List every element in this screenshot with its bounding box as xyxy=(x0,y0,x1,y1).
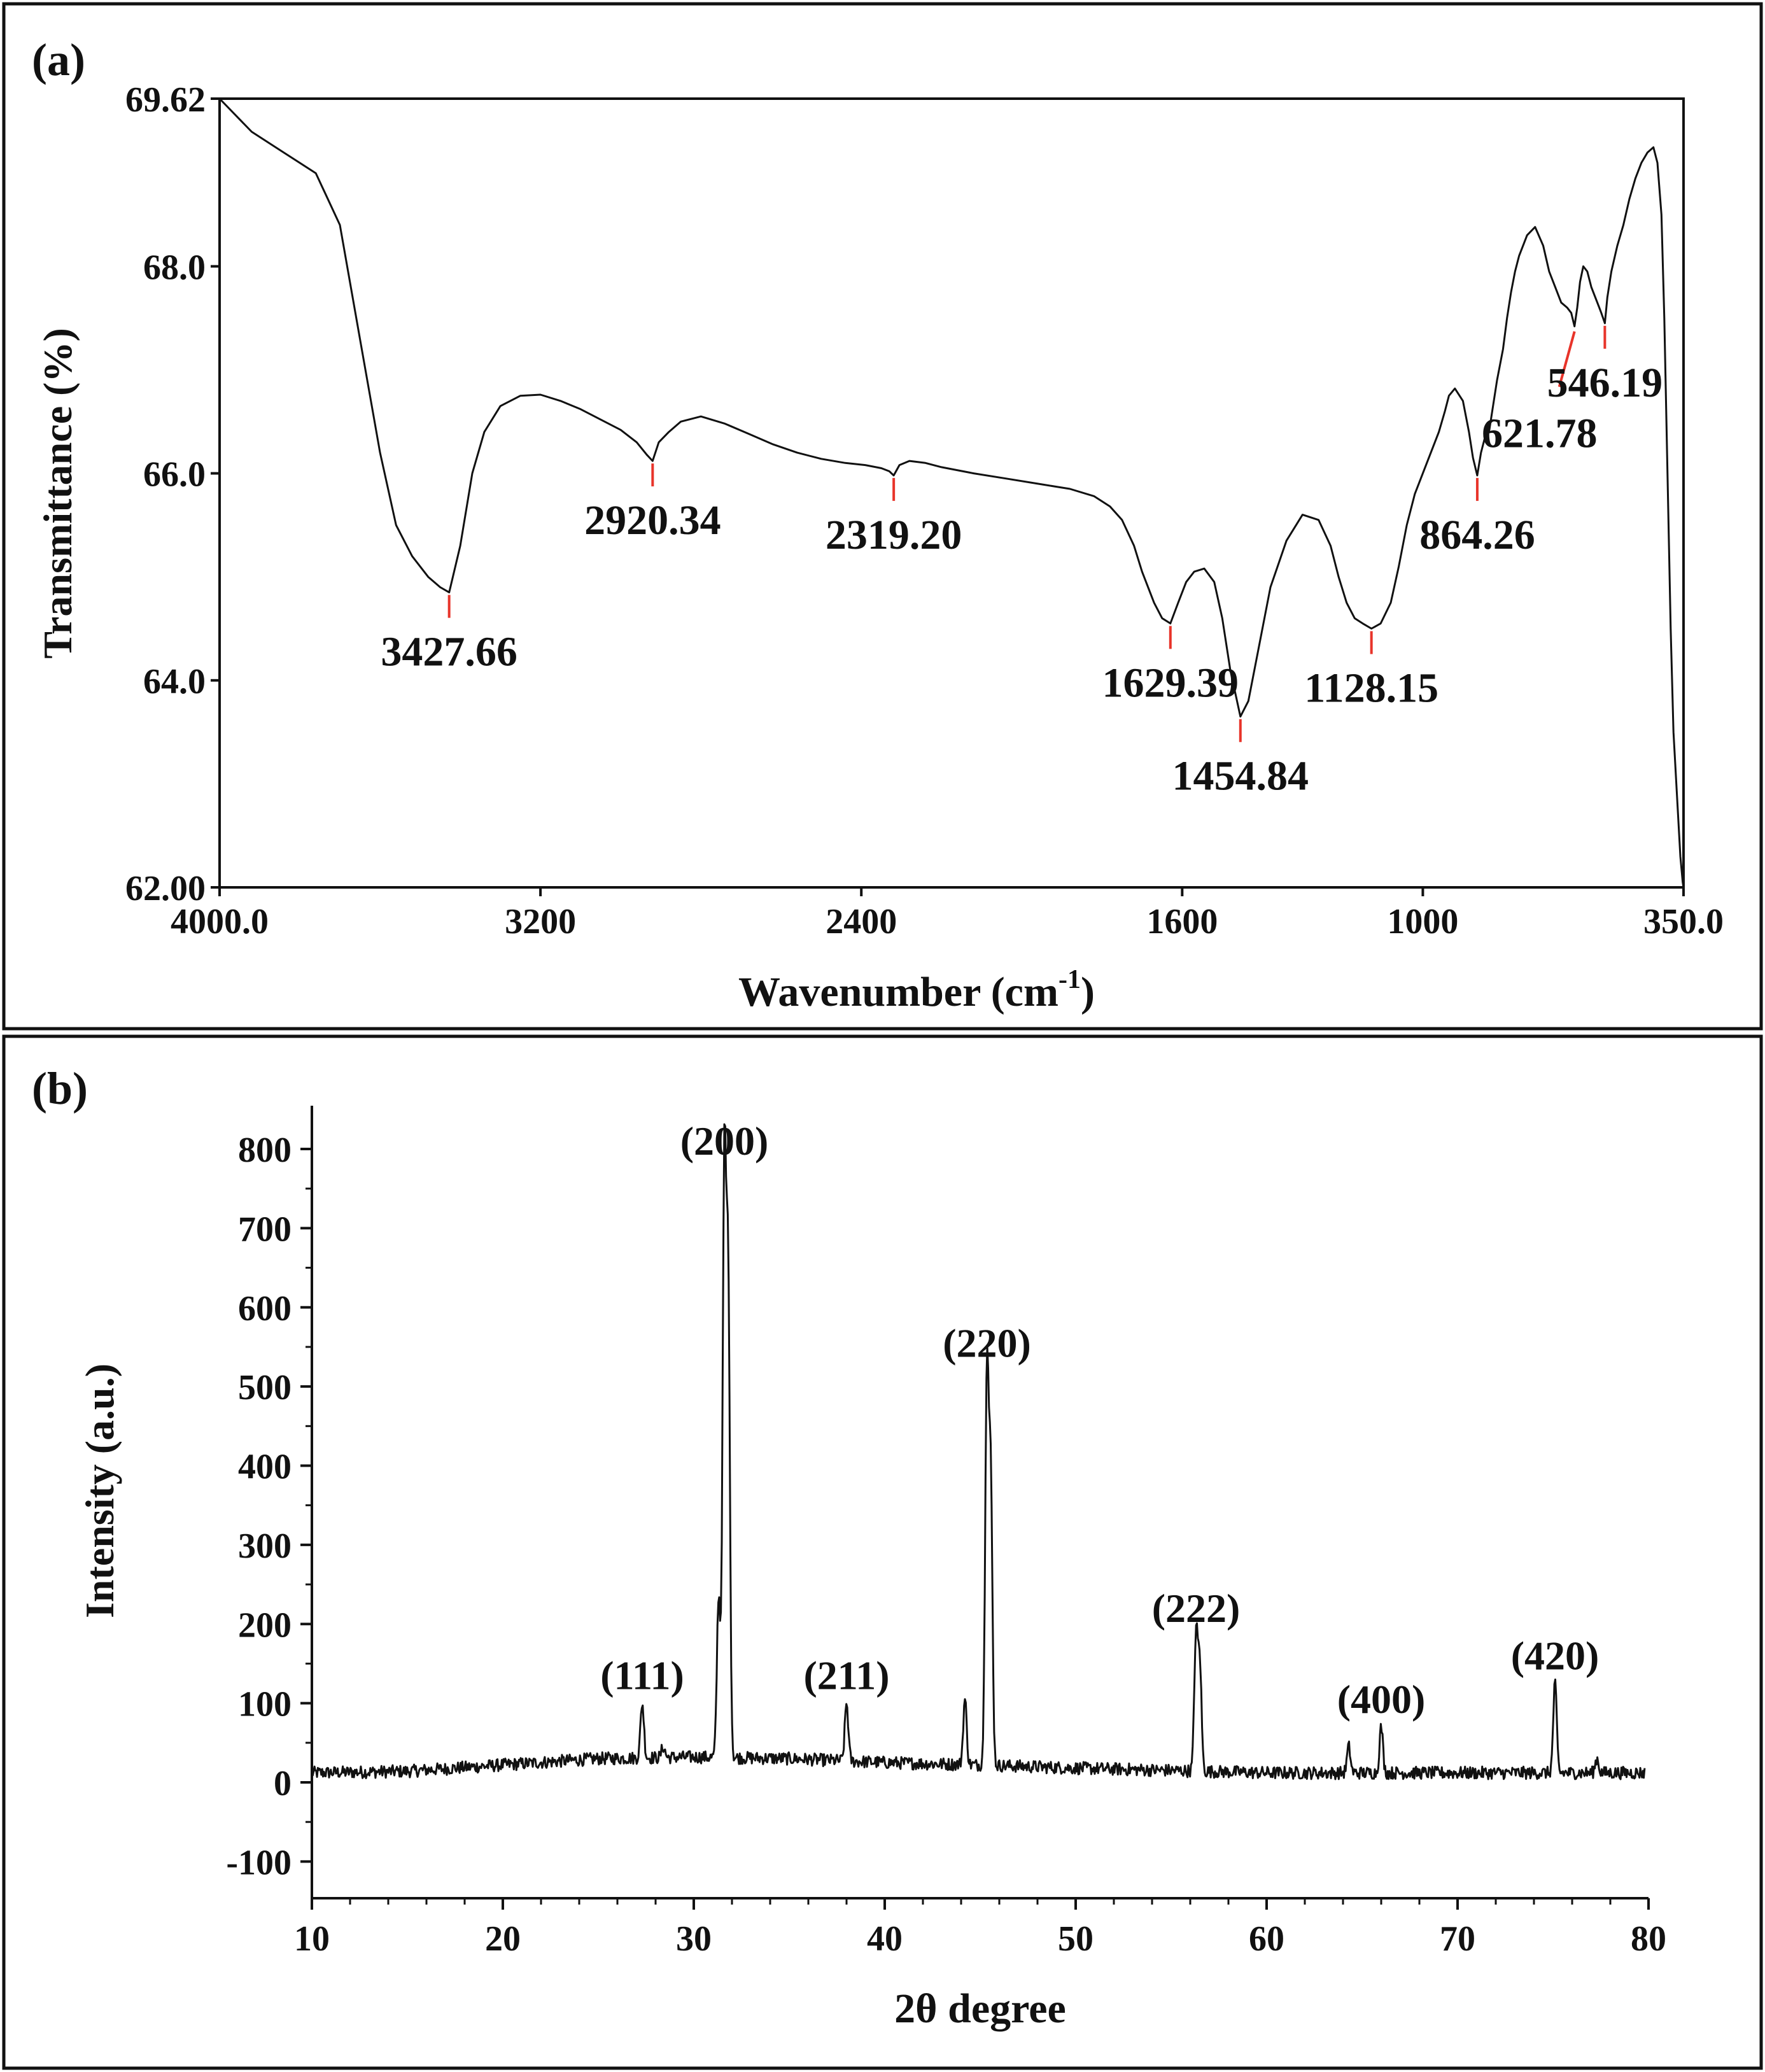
ftir-peak-label: 864.26 xyxy=(1419,512,1535,558)
ftir-x-axis-title-main: Wavenumber (cm xyxy=(738,969,1058,1015)
xrd-x-tick-label: 20 xyxy=(485,1919,521,1959)
ftir-peak-annotations: 3427.66 2920.34 2319.20 1629.39 1454.84 1128.… xyxy=(381,325,1663,800)
panel-b-frame xyxy=(2,1034,1763,2070)
xrd-y-tick-label: -100 xyxy=(226,1843,292,1882)
ftir-peak-label: 1629.39 xyxy=(1102,659,1239,706)
xrd-y-axis-title: Intensity (a.u.) xyxy=(77,1364,122,1618)
ftir-x-tick-label: 3200 xyxy=(505,902,576,941)
xrd-peak-label: (220) xyxy=(943,1320,1031,1365)
ftir-x-axis-title-end: ) xyxy=(1081,969,1095,1015)
xrd-y-tick-label: 200 xyxy=(238,1605,292,1645)
ftir-peak-label: 2319.20 xyxy=(826,512,962,558)
xrd-panel: (b) -100 0 100 200 300 400 500 600 700 800 10 20 30… xyxy=(0,1032,1765,2072)
ftir-chart: (a) 69.62 68.0 66.0 64.0 62.00 4000.0 3200 240… xyxy=(2,2,1763,1031)
xrd-y-tick-label: 100 xyxy=(238,1685,292,1724)
ftir-x-axis: 4000.0 3200 2400 1600 1000 350.0 xyxy=(171,887,1724,941)
xrd-peak-label: (200) xyxy=(680,1118,769,1164)
ftir-y-axis: 69.62 68.0 66.0 64.0 62.00 xyxy=(125,80,220,908)
ftir-peak-label: 3427.66 xyxy=(381,629,517,675)
xrd-y-tick-label: 0 xyxy=(274,1764,292,1803)
xrd-peak-label: (420) xyxy=(1511,1633,1600,1679)
ftir-panel: (a) 69.62 68.0 66.0 64.0 62.00 4000.0 3200 240… xyxy=(0,0,1765,1032)
ftir-peak-label: 546.19 xyxy=(1547,360,1663,406)
panel-b-label: (b) xyxy=(32,1063,88,1114)
xrd-y-tick-label: 300 xyxy=(238,1526,292,1566)
xrd-x-tick-label: 80 xyxy=(1631,1919,1666,1959)
xrd-y-tick-label: 400 xyxy=(238,1448,292,1487)
xrd-peak-label: (111) xyxy=(600,1653,684,1698)
xrd-y-tick-label: 600 xyxy=(238,1289,292,1328)
xrd-diffractogram-line xyxy=(311,1123,1646,1780)
ftir-x-tick-label: 350.0 xyxy=(1643,902,1724,941)
xrd-peak-label: (222) xyxy=(1152,1586,1241,1631)
panel-a-label: (a) xyxy=(32,34,85,85)
ftir-y-axis-title: Transmittance (%) xyxy=(35,328,80,659)
xrd-x-axis: 10 20 30 40 50 60 70 80 xyxy=(294,1898,1666,1959)
ftir-plot-frame xyxy=(218,97,1685,889)
xrd-x-tick-label: 40 xyxy=(867,1919,903,1959)
ftir-y-tick-label: 64.0 xyxy=(143,662,206,701)
ftir-peak-label: 2920.34 xyxy=(584,497,721,544)
panel-a-frame xyxy=(2,2,1763,1031)
ftir-y-tick-label: 62.00 xyxy=(125,869,206,908)
xrd-y-tick-label: 800 xyxy=(238,1131,292,1170)
ftir-x-tick-label: 2400 xyxy=(826,902,897,941)
ftir-y-tick-label: 66.0 xyxy=(143,455,206,495)
xrd-peak-label: (211) xyxy=(803,1653,889,1698)
ftir-x-tick-label: 4000.0 xyxy=(171,902,269,941)
ftir-y-tick-label: 69.62 xyxy=(125,80,206,120)
xrd-x-tick-label: 50 xyxy=(1058,1919,1093,1959)
xrd-chart: (b) -100 0 100 200 300 400 500 600 700 800 10 20 30… xyxy=(2,1034,1763,2070)
xrd-peak-labels: (111) (200) (211) (220) (222) (400) (420) xyxy=(600,1118,1599,1722)
ftir-y-tick-label: 68.0 xyxy=(143,248,206,287)
ftir-peak-label: 1128.15 xyxy=(1304,665,1438,712)
xrd-series xyxy=(311,1123,1646,1780)
ftir-x-axis-title-sup: -1 xyxy=(1058,965,1081,994)
ftir-series xyxy=(218,97,1685,888)
xrd-x-tick-label: 30 xyxy=(676,1919,712,1959)
xrd-y-tick-label: 700 xyxy=(238,1209,292,1249)
ftir-peak-marker xyxy=(1558,331,1576,388)
xrd-x-axis-title: 2θ degree xyxy=(894,1985,1066,2032)
ftir-x-tick-label: 1600 xyxy=(1146,902,1218,941)
ftir-spectrum-line xyxy=(218,97,1685,888)
ftir-peak-label: 1454.84 xyxy=(1172,753,1309,800)
ftir-peak-label: 621.78 xyxy=(1482,411,1598,457)
xrd-y-axis: -100 0 100 200 300 400 500 600 700 800 xyxy=(226,1131,312,1882)
xrd-x-tick-label: 10 xyxy=(294,1919,330,1959)
ftir-x-tick-label: 1000 xyxy=(1387,902,1458,941)
xrd-x-tick-label: 60 xyxy=(1249,1919,1284,1959)
xrd-y-tick-label: 500 xyxy=(238,1368,292,1407)
xrd-x-tick-label: 70 xyxy=(1440,1919,1475,1959)
ftir-x-axis-title: Wavenumber (cm-1) xyxy=(738,965,1095,1015)
xrd-peak-label: (400) xyxy=(1337,1677,1426,1722)
